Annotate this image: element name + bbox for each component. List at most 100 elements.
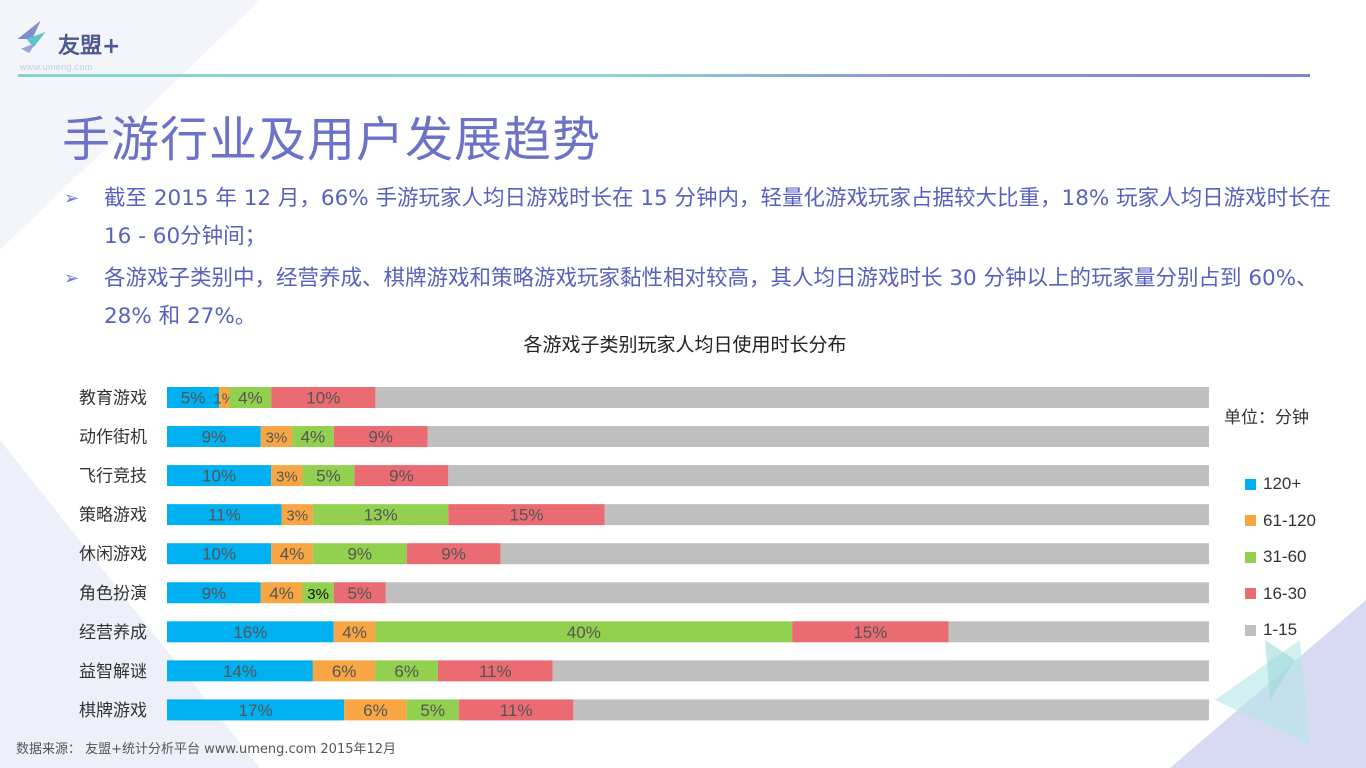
bar-segment xyxy=(312,504,449,526)
bar-segment xyxy=(458,699,574,721)
logo-bird-icon xyxy=(17,20,46,53)
bar-segment xyxy=(333,582,386,604)
category-label: 飞行竞技 xyxy=(79,467,147,487)
data-label: 3% xyxy=(307,586,329,603)
bullet-text: 截至 2015 年 12 月，66% 手游玩家人均日游戏时长在 15 分钟内，轻… xyxy=(104,186,1332,249)
data-label: 11% xyxy=(208,506,241,525)
bar-segment xyxy=(448,465,1210,487)
logo-url: www.umeng.com xyxy=(20,62,93,72)
data-label: 11% xyxy=(500,701,533,720)
data-label: 15% xyxy=(853,623,887,642)
bar-segment xyxy=(271,465,303,487)
bar-segment xyxy=(948,621,1209,643)
bar-segment xyxy=(448,504,605,526)
bar-segment xyxy=(167,465,272,487)
bar-segment xyxy=(167,543,272,565)
bar-segment xyxy=(573,699,1209,721)
data-label: 9% xyxy=(347,545,372,564)
legend-swatch xyxy=(1245,515,1256,527)
category-label: 教育游戏 xyxy=(79,389,147,409)
legend-label: 61-120 xyxy=(1263,510,1316,530)
legend-item: 31-60 xyxy=(1245,539,1316,576)
data-label: 9% xyxy=(368,428,393,447)
bar-segment xyxy=(271,387,376,408)
chart-legend: 120+ 61-120 31-60 16-30 1-15 xyxy=(1245,466,1316,649)
bar-segment xyxy=(792,621,949,643)
bar-segment xyxy=(312,660,376,682)
unit-label: 单位：分钟 xyxy=(1224,408,1309,428)
bar-segment xyxy=(167,387,220,408)
data-label: 4% xyxy=(238,389,263,408)
bar-segment xyxy=(375,387,1209,408)
data-label: 9% xyxy=(202,584,227,603)
bar-segment xyxy=(302,582,334,604)
data-label: 10% xyxy=(202,545,236,564)
bar-segment xyxy=(312,543,407,565)
header-divider xyxy=(18,74,1310,77)
bullet-text: 各游戏子类别中，经营养成、棋牌游戏和策略游戏玩家黏性相对较高，其人均日游戏时长 … xyxy=(104,266,1318,329)
bar-segment xyxy=(375,660,438,682)
data-label: 4% xyxy=(301,428,326,447)
category-label: 益智解谜 xyxy=(79,662,147,682)
bullet-arrow-icon: ➢ xyxy=(64,188,80,209)
data-label: 6% xyxy=(363,701,388,720)
legend-swatch xyxy=(1245,551,1256,563)
bar-segment xyxy=(344,699,407,721)
bar-segment xyxy=(406,699,459,721)
data-label: 3% xyxy=(266,430,288,447)
bar-segment xyxy=(427,426,1209,448)
data-label: 4% xyxy=(342,623,367,642)
bar-segment xyxy=(604,504,1209,526)
logo-text: 友盟+ xyxy=(58,34,121,59)
bar-segment xyxy=(333,426,428,448)
legend-label: 120+ xyxy=(1263,474,1302,494)
bar-segment xyxy=(167,582,261,604)
legend-swatch xyxy=(1245,588,1256,600)
bullet-list: ➢ 截至 2015 年 12 月，66% 手游玩家人均日游戏时长在 15 分钟内… xyxy=(62,180,1332,336)
category-label: 休闲游戏 xyxy=(79,545,147,565)
data-label: 5% xyxy=(181,389,206,408)
bar-segment xyxy=(354,465,449,487)
chart-title: 各游戏子类别玩家人均日使用时长分布 xyxy=(523,334,847,356)
legend-item: 16-30 xyxy=(1245,576,1316,613)
legend-item: 120+ xyxy=(1245,466,1316,503)
category-label: 经营养成 xyxy=(79,623,147,643)
bar-segment xyxy=(167,426,261,448)
data-label: 5% xyxy=(347,584,372,603)
bar-segment xyxy=(260,582,303,604)
data-label: 10% xyxy=(306,389,340,408)
data-label: 13% xyxy=(364,506,398,525)
bar-segment xyxy=(292,426,334,448)
bar-segment xyxy=(385,582,1209,604)
category-label: 策略游戏 xyxy=(79,506,147,526)
bar-segment xyxy=(229,387,272,408)
data-label: 5% xyxy=(420,701,445,720)
data-label: 9% xyxy=(389,467,414,486)
data-label: 5% xyxy=(316,467,341,486)
data-label: 4% xyxy=(280,545,305,564)
legend-swatch xyxy=(1245,478,1256,490)
data-label: 9% xyxy=(441,545,466,564)
bar-segment xyxy=(167,660,313,682)
bar-segment xyxy=(500,543,1209,565)
bar-segment xyxy=(167,699,345,721)
legend-label: 16-30 xyxy=(1263,583,1307,603)
bar-segment xyxy=(219,387,230,408)
bar-segment xyxy=(260,426,293,448)
bullet-item: ➢ 截至 2015 年 12 月，66% 手游玩家人均日游戏时长在 15 分钟内… xyxy=(62,180,1332,256)
source-note: 数据来源： 友盟+统计分析平台 www.umeng.com 2015年12月 xyxy=(16,742,397,757)
data-label: 6% xyxy=(394,662,419,681)
bar-segment xyxy=(167,504,282,526)
legend-swatch xyxy=(1245,624,1256,636)
data-label: 6% xyxy=(332,662,357,681)
data-label: 15% xyxy=(509,506,543,525)
legend-item: 61-120 xyxy=(1245,503,1316,540)
category-label: 动作街机 xyxy=(79,428,147,448)
legend-label: 1-15 xyxy=(1263,620,1298,640)
bar-segment xyxy=(375,621,793,643)
legend-item: 1-15 xyxy=(1245,612,1316,649)
data-label: 14% xyxy=(223,662,257,681)
data-label: 4% xyxy=(269,584,294,603)
data-label: 16% xyxy=(233,623,267,642)
